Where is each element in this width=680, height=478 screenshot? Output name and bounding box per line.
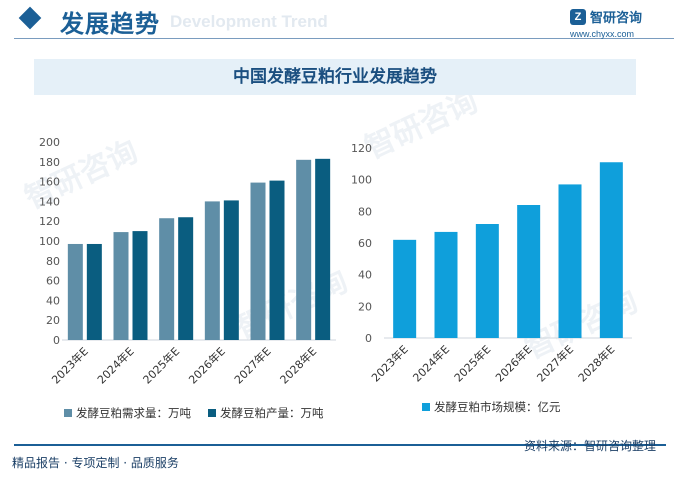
- y-tick-label: 0: [365, 332, 372, 345]
- x-tick-label: 2026年E: [186, 344, 228, 386]
- page-title: 发展趋势: [60, 10, 160, 38]
- y-tick-label: 80: [358, 205, 372, 218]
- footer: 资料来源：智研咨询整理 精品报告 · 专项定制 · 品质服务: [0, 439, 680, 478]
- y-tick-label: 100: [39, 235, 60, 248]
- x-tick-label: 2023年E: [49, 344, 91, 386]
- bar: [296, 159, 312, 340]
- x-tick-label: 2028年E: [277, 344, 319, 386]
- y-tick-label: 100: [351, 174, 372, 187]
- y-tick-label: 20: [46, 314, 60, 327]
- y-tick-label: 120: [39, 215, 60, 228]
- legend-swatch: [64, 409, 72, 417]
- page-subtitle-ghost: Development Trend: [170, 12, 328, 31]
- y-tick-label: 60: [358, 237, 372, 250]
- y-tick-label: 80: [46, 255, 60, 268]
- bar: [599, 162, 623, 338]
- brand-logo: Z 智研咨询 www.chyxx.com: [568, 7, 670, 41]
- x-tick-label: 2028年E: [575, 342, 617, 384]
- logo-icon: Z: [570, 9, 586, 25]
- bar: [517, 205, 541, 338]
- x-tick-label: 2027年E: [534, 342, 576, 384]
- chart-title: 中国发酵豆粕行业发展趋势: [233, 67, 437, 87]
- x-tick-label: 2024年E: [410, 342, 452, 384]
- bar: [558, 184, 582, 338]
- bar: [269, 180, 285, 340]
- bar: [67, 243, 83, 340]
- y-tick-label: 40: [358, 269, 372, 282]
- header-divider: [14, 38, 674, 39]
- y-tick-label: 160: [39, 176, 60, 189]
- bar: [393, 239, 417, 338]
- footer-slogan: 精品报告 · 专项定制 · 品质服务: [12, 456, 179, 470]
- legend-label: 发酵豆粕需求量：万吨: [76, 406, 191, 420]
- bar: [250, 182, 266, 340]
- bar: [113, 232, 129, 340]
- bar: [86, 243, 102, 340]
- y-tick-label: 0: [53, 334, 60, 347]
- legend-swatch: [422, 403, 430, 411]
- bar: [132, 231, 148, 340]
- y-tick-label: 140: [39, 195, 60, 208]
- y-tick-label: 200: [39, 136, 60, 149]
- bar: [223, 200, 239, 340]
- y-tick-label: 20: [358, 300, 372, 313]
- x-tick-label: 2023年E: [368, 342, 410, 384]
- x-tick-label: 2025年E: [451, 342, 493, 384]
- diamond-icon: [18, 6, 42, 30]
- x-tick-label: 2027年E: [231, 344, 273, 386]
- data-source: 资料来源：智研咨询整理: [523, 439, 656, 453]
- bar: [204, 201, 220, 340]
- bar: [159, 218, 175, 340]
- footer-divider: [14, 444, 666, 446]
- x-tick-label: 2024年E: [94, 344, 136, 386]
- y-tick-label: 40: [46, 294, 60, 307]
- bar: [475, 224, 499, 338]
- legend-label: 发酵豆粕产量：万吨: [220, 406, 324, 420]
- chart-title-banner: 中国发酵豆粕行业发展趋势: [34, 59, 636, 95]
- y-tick-label: 180: [39, 156, 60, 169]
- page-header: 发展趋势 Development Trend Z 智研咨询 www.chyxx.…: [0, 0, 680, 40]
- legend-label: 发酵豆粕市场规模：亿元: [434, 400, 561, 414]
- y-tick-label: 60: [46, 275, 60, 288]
- x-tick-label: 2026年E: [492, 342, 534, 384]
- y-tick-label: 120: [351, 142, 372, 155]
- bar: [178, 217, 194, 340]
- logo-url: www.chyxx.com: [570, 29, 635, 39]
- bar: [315, 158, 331, 340]
- bar: [434, 231, 458, 338]
- logo-name: 智研咨询: [590, 11, 643, 26]
- x-tick-label: 2025年E: [140, 344, 182, 386]
- legend-swatch: [208, 409, 216, 417]
